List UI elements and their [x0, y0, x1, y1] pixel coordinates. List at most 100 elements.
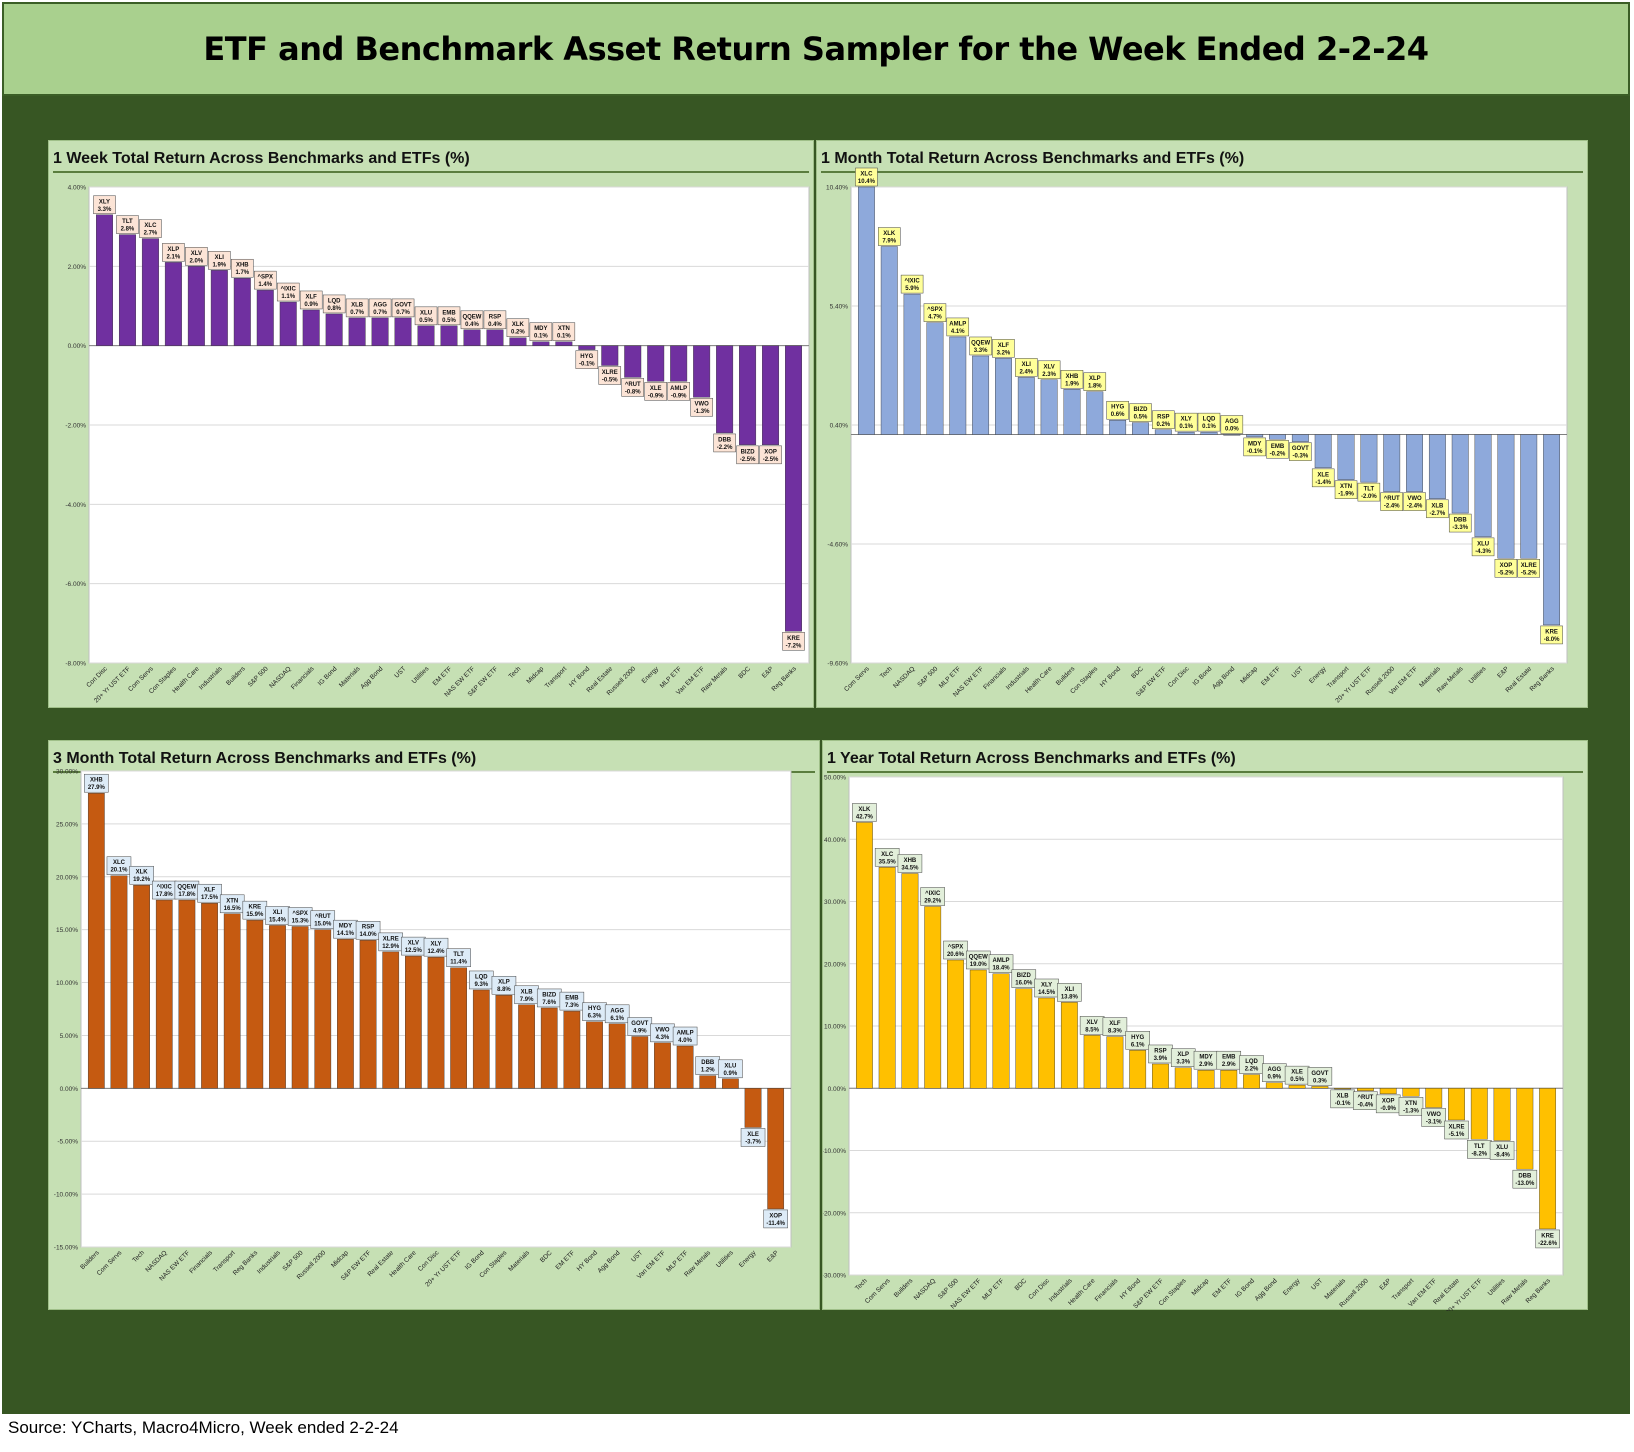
- month-ticker-label: XOP: [1500, 563, 1513, 569]
- week-data-label-box: [368, 298, 392, 318]
- title-bar: ETF and Benchmark Asset Return Sampler f…: [2, 2, 1630, 96]
- week-y-tick-label: 0.00%: [68, 343, 87, 350]
- month-bar: [1474, 434, 1492, 538]
- year-ticker-label: DBB: [1518, 1174, 1532, 1180]
- year-ticker-label: ^SPX: [948, 945, 964, 951]
- week-category-label: UST: [393, 665, 407, 679]
- year-bar: [1516, 1088, 1534, 1170]
- month-bar: [857, 186, 875, 435]
- month-bar: [1200, 431, 1218, 435]
- week-value-label: 0.5%: [442, 318, 456, 324]
- three_month-y-tick-label: -10.00%: [54, 1192, 78, 1199]
- year-ticker-label: XLU: [1496, 1145, 1508, 1151]
- week-data-label-box: [575, 350, 599, 369]
- three_month-bar: [405, 955, 422, 1089]
- three_month-data-label-box: [197, 883, 222, 903]
- three_month-category-label: UST: [630, 1249, 644, 1263]
- week-value-label: 2.0%: [190, 258, 204, 264]
- week-data-label-box: [506, 318, 530, 337]
- month-bar: [1109, 420, 1127, 435]
- month-value-label: -0.2%: [1270, 451, 1286, 457]
- three_month-category-label: Utilities: [715, 1249, 735, 1269]
- year-category-label: MLP ETF: [981, 1277, 1005, 1301]
- year-ticker-label: VWO: [1427, 1112, 1442, 1118]
- week-bar: [256, 289, 274, 346]
- month-bar: [972, 355, 990, 435]
- month-data-label-box: [1517, 559, 1540, 578]
- three_month-category-label: Com Servs: [96, 1249, 124, 1277]
- year-ticker-label: RSP: [1154, 1048, 1166, 1054]
- week-category-label: IG Bond: [317, 665, 339, 687]
- year-category-label: Midcap: [1191, 1277, 1211, 1297]
- three_month-value-label: 27.9%: [88, 785, 106, 791]
- week-value-label: 0.2%: [511, 330, 525, 336]
- year-value-label: 42.7%: [856, 814, 874, 820]
- year-category-label: Tech: [854, 1277, 869, 1292]
- year-value-label: 2.9%: [1199, 1062, 1213, 1068]
- month-bar: [1269, 434, 1286, 440]
- three_month-value-label: 11.4%: [450, 960, 467, 966]
- month-value-label: -1.4%: [1315, 480, 1331, 486]
- month-value-label: 4.1%: [951, 329, 965, 335]
- month-bar: [1543, 434, 1561, 626]
- year-data-label-box: [1102, 1017, 1128, 1036]
- three_month-value-label: 16.5%: [224, 906, 242, 912]
- three_month-bar: [291, 926, 309, 1089]
- week-ticker-label: XLU: [420, 310, 432, 316]
- week-value-label: 3.3%: [98, 207, 112, 213]
- three_month-data-label-box: [129, 865, 154, 885]
- three_month-bar: [110, 875, 128, 1089]
- year-bar: [901, 873, 919, 1089]
- week-category-label: Utilities: [411, 665, 431, 685]
- year-bar: [969, 969, 987, 1089]
- chart-board: 1 Week Total Return Across Benchmarks an…: [2, 96, 1630, 1414]
- month-value-label: 1.8%: [1088, 384, 1102, 390]
- month-value-label: -8.0%: [1544, 637, 1560, 643]
- year-value-label: -8.4%: [1494, 1153, 1510, 1159]
- week-ticker-label: XTN: [558, 326, 570, 332]
- month-category-label: Tech: [879, 665, 894, 680]
- year-bar: [1379, 1088, 1397, 1095]
- week-bar: [555, 341, 573, 346]
- month-ticker-label: AMLP: [949, 321, 966, 327]
- three_month-data-label-box: [491, 975, 517, 995]
- three_month-data-label-box: [106, 856, 132, 875]
- year-ticker-label: EMB: [1222, 1055, 1236, 1061]
- three_month-value-label: 17.5%: [201, 895, 219, 901]
- month-value-label: 3.3%: [974, 348, 988, 354]
- week-ticker-label: BIZD: [741, 449, 756, 455]
- week-category-label: Energy: [641, 665, 661, 685]
- week-data-label-box: [185, 247, 208, 266]
- year-bar: [1106, 1036, 1124, 1089]
- week-ticker-label: ^RUT: [625, 382, 641, 388]
- three_month-ticker-label: AGG: [610, 1008, 624, 1014]
- week-value-label: -0.9%: [671, 393, 687, 399]
- three_month-bar: [450, 967, 467, 1089]
- week-ticker-label: XHB: [236, 263, 249, 269]
- year-value-label: -1.3%: [1403, 1108, 1419, 1114]
- year-value-label: 16.0%: [1015, 981, 1033, 987]
- week-ticker-label: XLE: [650, 386, 662, 392]
- week-bar: [716, 345, 734, 434]
- three_month-ticker-label: XOP: [769, 1213, 782, 1219]
- year-value-label: 19.0%: [970, 962, 988, 968]
- three_month-ticker-label: TLT: [453, 952, 464, 958]
- month-ticker-label: XLV: [1044, 364, 1055, 370]
- three_month-data-label-box: [355, 920, 381, 940]
- three_month-bar: [631, 1036, 649, 1089]
- month-ticker-label: XLE: [1317, 472, 1329, 478]
- three_month-bar: [359, 940, 377, 1089]
- three_month-ticker-label: XLF: [204, 888, 216, 894]
- year-bar: [1174, 1067, 1192, 1089]
- month-value-label: -2.4%: [1407, 504, 1423, 510]
- week-category-label: S&P 500: [247, 665, 270, 688]
- week-category-label: Tech: [508, 665, 523, 680]
- year-ticker-label: XLY: [1041, 982, 1052, 988]
- month-data-label-box: [1174, 412, 1198, 432]
- three_month-data-label-box: [604, 1004, 630, 1024]
- month-data-label-box: [1037, 360, 1061, 380]
- month-category-label: Builders: [1055, 665, 1077, 687]
- week-value-label: 2.7%: [144, 231, 158, 237]
- week-value-label: 0.4%: [465, 322, 479, 328]
- three_month-value-label: 12.4%: [427, 949, 445, 955]
